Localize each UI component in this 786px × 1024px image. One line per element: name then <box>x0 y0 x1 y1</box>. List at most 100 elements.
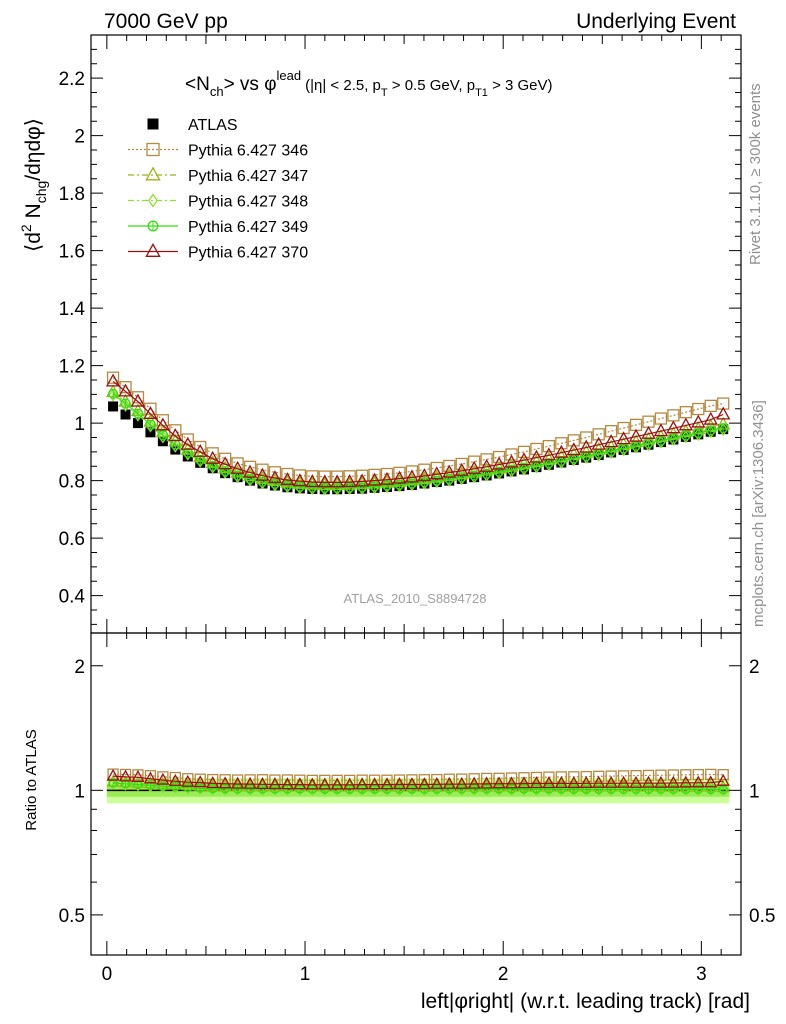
main-y-tick-label: 1 <box>74 414 85 435</box>
legend-entry: Pythia 6.427 370 <box>128 242 308 262</box>
ratio-point <box>417 777 431 790</box>
series-line <box>112 380 724 483</box>
data-point <box>516 452 532 466</box>
ratio-point <box>255 776 270 789</box>
analysis-watermark: ATLAS_2010_S8894728 <box>344 591 487 606</box>
ratio-point <box>644 784 653 797</box>
ratio-point <box>243 776 257 789</box>
data-point <box>242 464 258 478</box>
ratio-point <box>654 775 668 788</box>
ratio-point <box>343 777 357 790</box>
ratio-point <box>305 777 319 790</box>
data-point <box>555 437 568 450</box>
data-point <box>305 474 320 488</box>
data-point <box>379 471 395 485</box>
ratio-point <box>567 776 581 789</box>
legend-marker <box>148 193 158 208</box>
ratio-point <box>692 768 704 781</box>
data-point <box>354 473 370 487</box>
ratio-point <box>143 771 158 784</box>
series-pythia-6-427-346 <box>106 371 730 483</box>
data-point <box>653 423 669 437</box>
header-left: 7000 GeV pp <box>104 10 228 33</box>
data-point <box>118 383 133 397</box>
data-point <box>255 467 270 481</box>
data-point <box>158 430 168 444</box>
data-point <box>205 450 220 464</box>
data-point <box>691 414 706 428</box>
ratio-point <box>492 776 506 789</box>
ratio-y-tick-label: 0.5 <box>59 906 85 927</box>
legend-marker <box>146 142 160 157</box>
ratio-point <box>518 772 530 784</box>
ratio-point <box>168 773 182 786</box>
main-y-tick-label: 1.2 <box>59 357 85 378</box>
series-line <box>112 394 724 490</box>
atlas-point <box>132 418 143 429</box>
data-point <box>443 459 456 473</box>
ratio-point <box>616 775 631 788</box>
data-point <box>718 422 728 437</box>
data-point <box>430 461 443 475</box>
main-y-ticks: 0.4 0.6 0.8 1 1.2 1.4 1.6 1.8 2 2.2 <box>59 48 741 625</box>
data-point <box>195 454 205 468</box>
header-right: Underlying Event <box>576 10 736 33</box>
rivet-version-label: Rivet 3.1.10, ≥ 300k events <box>747 83 764 265</box>
data-point <box>692 402 705 416</box>
ratio-point <box>529 776 544 789</box>
ratio-point <box>330 777 344 790</box>
legend-label: Pythia 6.427 346 <box>188 143 308 160</box>
data-point <box>454 462 469 476</box>
main-y-tick-label: 0.8 <box>59 472 85 493</box>
ratio-panel: 0.5 0.5 1 1 2 2 0 1 2 3 <box>59 35 775 985</box>
ratio-point <box>131 769 145 782</box>
data-point <box>628 428 644 442</box>
data-point <box>716 406 731 420</box>
main-panel: 0.4 0.6 0.8 1 1.2 1.4 1.6 1.8 2 2.2 <box>59 34 742 634</box>
atlas-point <box>120 409 131 420</box>
data-point <box>642 415 655 428</box>
data-point <box>504 454 519 468</box>
ratio-point <box>392 777 407 790</box>
series-pythia-6-427-347 <box>105 384 731 490</box>
data-point <box>342 474 357 488</box>
ratio-line <box>113 773 724 782</box>
ratio-point <box>318 777 332 790</box>
legend: ATLAS Pythia 6.427 346 Pythia 6.427 347 Pyt… <box>128 117 308 262</box>
ratio-point <box>532 783 541 797</box>
data-point <box>170 439 180 453</box>
data-point <box>143 405 158 419</box>
data-point <box>541 447 557 461</box>
x-axis-label: left|φright| (w.r.t. leading track) [rad… <box>421 990 750 1013</box>
ratio-point <box>280 777 295 790</box>
data-point <box>418 463 431 476</box>
data-point <box>120 398 131 412</box>
ratio-frame <box>90 632 742 956</box>
ratio-point <box>118 769 133 782</box>
ratio-point <box>641 775 656 788</box>
ratio-point <box>604 775 618 788</box>
ratio-point <box>206 776 220 789</box>
ratio-point <box>594 784 603 797</box>
data-point <box>641 425 656 439</box>
atlas-point <box>170 444 181 455</box>
ratio-y-tick-label-right: 1 <box>749 781 760 802</box>
data-point <box>566 442 581 456</box>
legend-marker <box>145 242 161 257</box>
ratio-point <box>293 777 307 790</box>
data-point <box>703 411 718 425</box>
ratio-point <box>629 775 643 788</box>
ratio-point <box>430 776 444 789</box>
ratio-y-tick-label-right: 0.5 <box>749 906 775 927</box>
ratio-point <box>268 777 282 790</box>
ratio-point <box>557 783 566 797</box>
main-y-tick-label: 1.6 <box>59 242 85 263</box>
ratio-point <box>554 776 568 789</box>
legend-label: Pythia 6.427 349 <box>188 219 308 236</box>
x-ticks: 0 1 2 3 <box>102 35 722 985</box>
ratio-line <box>113 783 724 792</box>
data-point <box>580 431 593 444</box>
ratio-point <box>480 776 494 789</box>
data-point <box>429 466 444 480</box>
ratio-point <box>455 776 469 789</box>
